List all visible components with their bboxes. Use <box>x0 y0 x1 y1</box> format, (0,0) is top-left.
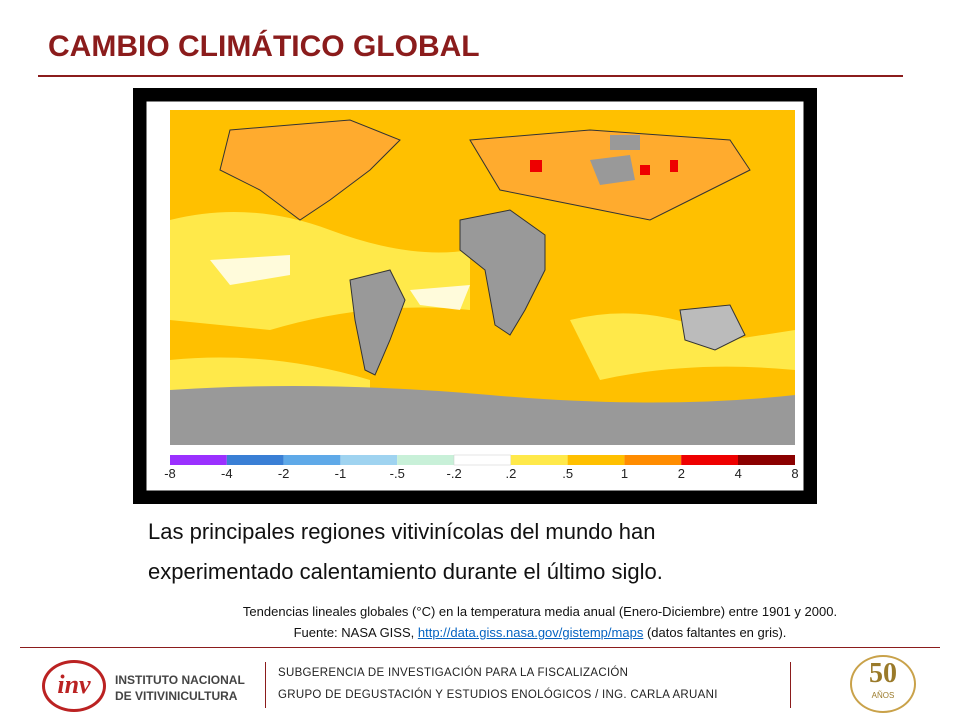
title-rule <box>38 75 903 77</box>
legend-label: 1 <box>621 466 628 481</box>
divider <box>790 662 791 708</box>
logo-text: INSTITUTO NACIONAL DE VITIVINICULTURA <box>115 672 245 704</box>
africa <box>459 209 546 336</box>
divider <box>265 662 266 708</box>
legend-label: 8 <box>791 466 798 481</box>
map-white <box>210 255 470 310</box>
legend-label: -.5 <box>390 466 405 481</box>
legend-labels: -8 -4 -2 -1 -.5 -.2 .2 .5 1 2 4 8 <box>164 466 798 481</box>
logo-line: DE VITIVINICULTURA <box>115 689 238 703</box>
eurasia-gaps <box>590 135 640 185</box>
title: CAMBIO CLIMÁTICO GLOBAL <box>48 30 480 63</box>
caption-line: Fuente: NASA GISS, http://data.giss.nasa… <box>100 622 960 643</box>
footer-text: SUBGERENCIA DE INVESTIGACIÓN PARA LA FIS… <box>278 662 718 706</box>
north-america <box>219 119 401 221</box>
anniversary-sub: AÑOS <box>871 691 895 700</box>
legend-label: 4 <box>735 466 742 481</box>
logo-mark: inv <box>42 660 106 712</box>
map <box>170 110 795 445</box>
body-text: Las principales regiones vitivinícolas d… <box>148 512 663 592</box>
legend-label: -.2 <box>447 466 462 481</box>
legend-label: -8 <box>164 466 176 481</box>
legend-label: .2 <box>505 466 516 481</box>
australia <box>679 304 746 351</box>
legend-label: -1 <box>335 466 347 481</box>
legend-label: 2 <box>678 466 685 481</box>
legend <box>170 454 795 466</box>
hot-spots <box>530 160 678 175</box>
map-yellow <box>170 212 795 395</box>
antarctica <box>170 386 795 445</box>
anniversary-number: 50 <box>869 658 897 689</box>
footer-line: GRUPO DE DEGUSTACIÓN Y ESTUDIOS ENOLÓGIC… <box>278 689 718 701</box>
body-line: Las principales regiones vitivinícolas d… <box>148 519 656 544</box>
footer-rule <box>20 647 940 648</box>
footer-line: SUBGERENCIA DE INVESTIGACIÓN PARA LA FIS… <box>278 667 629 679</box>
legend-label: -2 <box>278 466 290 481</box>
caption: Tendencias lineales globales (°C) en la … <box>100 601 960 643</box>
caption-line: Tendencias lineales globales (°C) en la … <box>242 604 838 619</box>
body-line: experimentado calentamiento durante el ú… <box>148 559 663 584</box>
legend-label: -4 <box>221 466 233 481</box>
anniversary-logo: 50 AÑOS <box>850 655 916 713</box>
south-america <box>349 269 406 376</box>
logo-line: INSTITUTO NACIONAL <box>115 673 245 687</box>
legend-label: .5 <box>562 466 573 481</box>
map-figure: -8 -4 -2 -1 -.5 -.2 .2 .5 1 2 4 8 <box>133 88 817 504</box>
source-prefix: Fuente: NASA GISS, <box>293 625 418 640</box>
source-link[interactable]: http://data.giss.nasa.gov/gistemp/maps <box>417 625 644 640</box>
source-suffix: (datos faltantes en gris). <box>643 625 787 640</box>
